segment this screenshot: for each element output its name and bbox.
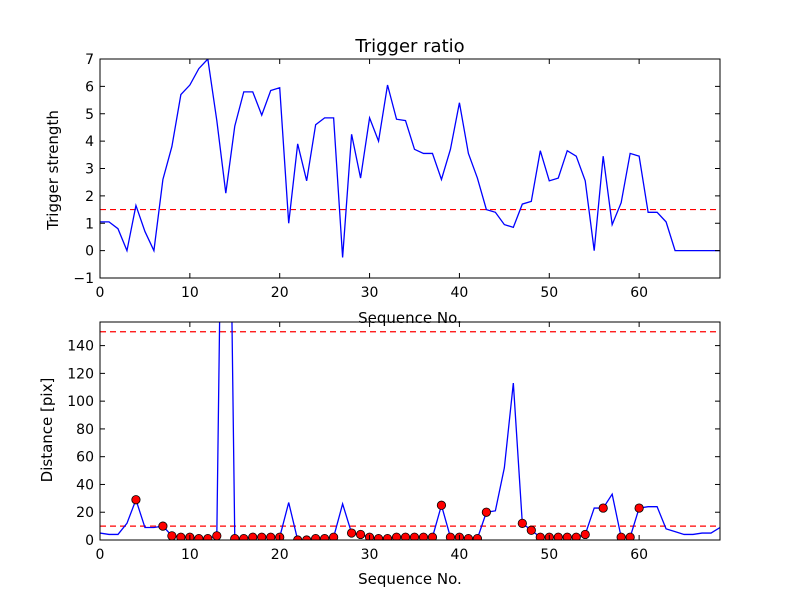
data-point (580, 529, 590, 540)
x-tick-label: 60 (630, 547, 648, 563)
y-tick-label: 7 (85, 52, 94, 68)
x-tick-label: 40 (451, 547, 469, 563)
data-point (616, 532, 626, 540)
data-point (418, 532, 429, 540)
data-point (311, 534, 321, 540)
x-tick-label: 0 (96, 285, 105, 301)
data-point (131, 495, 141, 505)
plot-area: 0 10 20 30 40 50 60 0 20 40 60 80 100 120 140 (67, 321, 721, 563)
x-tick-label: 10 (181, 547, 199, 563)
x-tick-label: 20 (271, 285, 289, 301)
x-tick-label: 20 (271, 547, 289, 563)
data-point (158, 521, 168, 531)
x-tick-label: 10 (181, 285, 199, 301)
y-tick-label: 100 (67, 394, 94, 410)
data-point (346, 528, 357, 538)
y-tick-label: 20 (76, 505, 94, 521)
plot-frame (99, 321, 721, 541)
data-point (176, 532, 186, 540)
x-tick-label: 60 (630, 285, 648, 301)
data-point (373, 534, 384, 540)
data-point (382, 534, 393, 540)
y-tick-label: 0 (85, 244, 94, 260)
data-point (436, 500, 447, 510)
data-point (463, 534, 474, 540)
data-point (230, 534, 240, 540)
x-axis-label: Sequence No. (358, 309, 462, 327)
y-axis-label: Distance [pix] (38, 378, 56, 483)
data-point (526, 525, 536, 535)
data-point (517, 518, 527, 528)
chart-title: Trigger ratio (354, 36, 464, 57)
x-tick-label: 30 (361, 285, 379, 301)
x-tick-label: 0 (96, 547, 105, 563)
x-axis-label: Sequence No. (358, 570, 462, 588)
data-point (535, 532, 545, 540)
data-point (598, 503, 608, 513)
data-point (472, 534, 482, 540)
y-tick-label: 5 (85, 107, 94, 123)
data-point (391, 532, 402, 540)
distance-panel: Sequence No. Distance [pix] 0 10 20 30 40 50 6… (38, 321, 721, 588)
data-point (320, 534, 330, 540)
data-point (625, 532, 635, 540)
y-tick-label: 120 (67, 366, 94, 382)
data-point (212, 531, 222, 540)
y-tick-label: 3 (85, 162, 94, 178)
data-point (167, 531, 177, 540)
y-axis-label: Trigger strength (44, 110, 62, 231)
y-tick-label: 1 (85, 216, 94, 232)
y-tick-label: 60 (76, 450, 94, 466)
x-tick-label: 30 (361, 547, 379, 563)
data-point (400, 532, 411, 540)
data-point (553, 532, 563, 540)
data-point (481, 507, 491, 517)
data-point (445, 532, 456, 540)
trigger-ratio-panel: Trigger ratio Sequence No. Trigger stren… (44, 36, 721, 327)
data-point (634, 503, 644, 513)
series-line (100, 59, 720, 258)
y-tick-label: −1 (73, 271, 94, 287)
data-point (194, 534, 204, 540)
data-point (266, 532, 276, 540)
x-tick-label: 40 (451, 285, 469, 301)
data-point (239, 534, 249, 540)
data-point (427, 532, 438, 540)
data-point (248, 532, 258, 540)
data-point (329, 532, 339, 540)
data-point (355, 529, 366, 540)
data-point (562, 532, 572, 540)
data-point (409, 532, 420, 540)
y-tick-label: 2 (85, 189, 94, 205)
data-point (571, 532, 581, 540)
data-point (257, 532, 267, 540)
y-tick-label: 4 (85, 134, 94, 150)
y-tick-label: 6 (85, 79, 94, 95)
x-tick-label: 50 (540, 285, 558, 301)
x-tick-label: 50 (540, 547, 558, 563)
y-tick-label: 140 (67, 339, 94, 355)
y-tick-label: 0 (85, 533, 94, 549)
data-point (203, 534, 213, 540)
y-tick-label: 80 (76, 422, 94, 438)
y-tick-label: 40 (76, 477, 94, 493)
